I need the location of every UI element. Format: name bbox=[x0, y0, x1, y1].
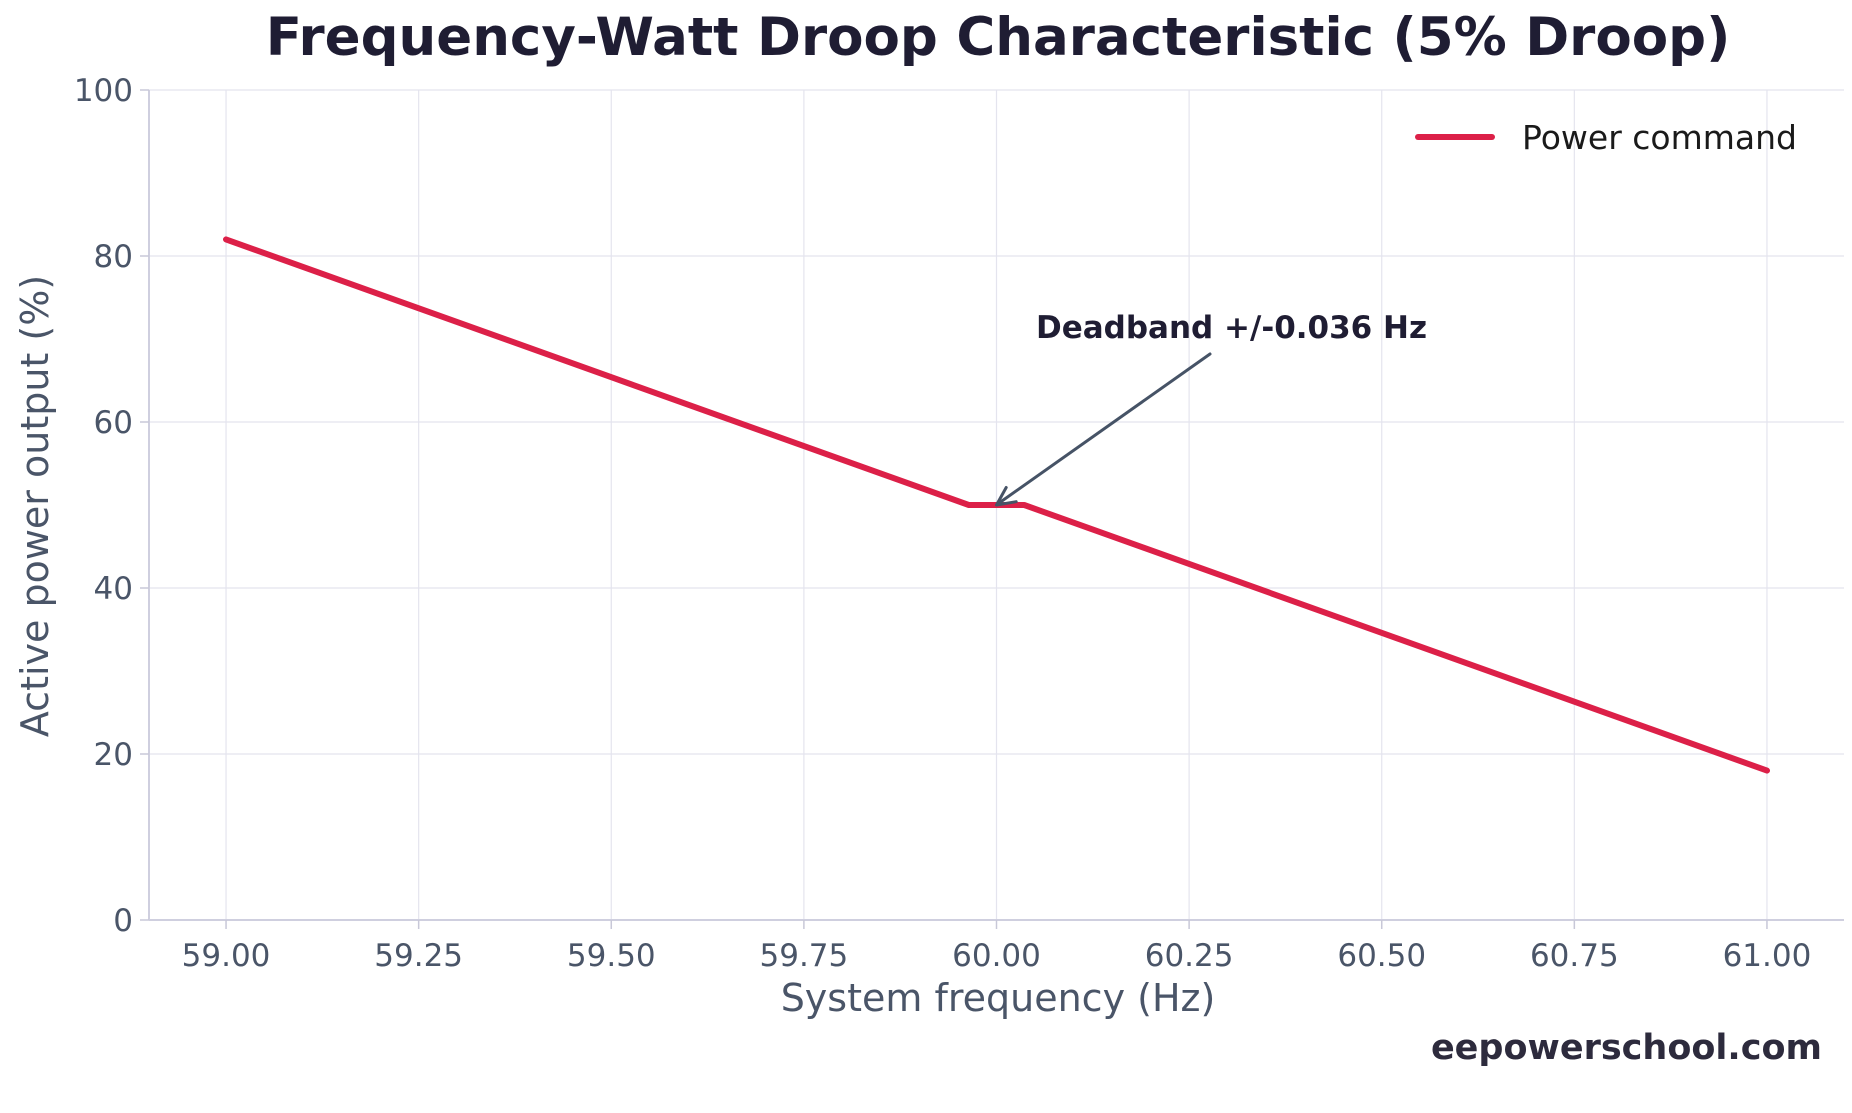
y-axis-label: Active power output (%) bbox=[13, 275, 57, 737]
x-tick-label: 60.50 bbox=[1337, 938, 1426, 974]
x-tick-label: 59.50 bbox=[567, 938, 656, 974]
footer-brand: eepowerschool.com bbox=[1431, 1028, 1822, 1068]
x-ticks: 59.00 59.25 59.50 59.75 60.00 60.25 60.50 60.75… bbox=[182, 920, 1812, 974]
legend: Power command bbox=[1415, 118, 1797, 157]
deadband-annotation: Deadband +/-0.036 Hz bbox=[1036, 310, 1427, 346]
y-tick-label: 60 bbox=[94, 405, 133, 441]
x-tick-label: 61.00 bbox=[1723, 938, 1812, 974]
y-tick-label: 20 bbox=[94, 737, 133, 773]
x-tick-label: 60.25 bbox=[1145, 938, 1234, 974]
x-tick-label: 60.00 bbox=[952, 938, 1041, 974]
chart-title: Frequency-Watt Droop Characteristic (5% … bbox=[266, 7, 1731, 68]
annotation-group: Deadband +/-0.036 Hz bbox=[995, 310, 1427, 507]
x-tick-label: 59.75 bbox=[760, 938, 849, 974]
y-tick-label: 100 bbox=[74, 73, 133, 109]
y-tick-label: 40 bbox=[94, 571, 133, 607]
x-axis-label: System frequency (Hz) bbox=[781, 976, 1216, 1020]
x-tick-label: 60.75 bbox=[1530, 938, 1619, 974]
y-tick-label: 80 bbox=[94, 239, 133, 275]
x-tick-label: 59.25 bbox=[374, 938, 463, 974]
legend-label-power-command: Power command bbox=[1522, 118, 1797, 157]
y-ticks: 0 20 40 60 80 100 bbox=[74, 73, 149, 939]
x-tick-label: 59.00 bbox=[182, 938, 271, 974]
annotation-arrow-head bbox=[995, 486, 1018, 507]
annotation-arrow-shaft bbox=[999, 352, 1212, 504]
y-tick-label: 0 bbox=[113, 903, 133, 939]
